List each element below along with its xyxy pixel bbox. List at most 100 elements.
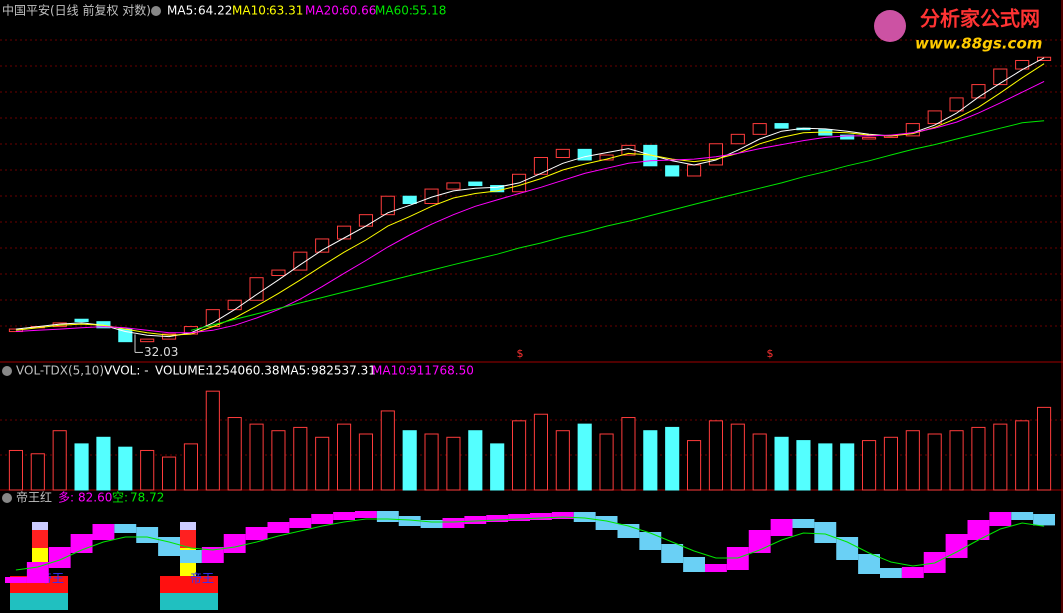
ma-line	[15, 80, 1045, 334]
candle	[227, 299, 242, 311]
step-block	[945, 534, 968, 558]
legend-name: MA20:	[305, 4, 343, 18]
step-block	[376, 511, 399, 522]
annotation: 帝王	[190, 571, 214, 586]
panel-title: 帝王红	[16, 490, 52, 505]
candle	[752, 123, 767, 135]
volume-bar	[140, 449, 155, 491]
candle	[577, 148, 592, 161]
step-block	[770, 519, 793, 536]
step-block	[1011, 512, 1034, 520]
step-block	[486, 515, 509, 522]
legend-value: 55.18	[412, 4, 446, 18]
step-block	[289, 518, 312, 528]
legend-name: MA5:	[280, 364, 310, 378]
volume-bar	[687, 440, 702, 491]
candle	[927, 110, 942, 125]
step-block	[92, 524, 115, 540]
candle	[271, 269, 286, 277]
volume-bar	[621, 417, 636, 491]
candle	[249, 277, 264, 301]
step-block	[1033, 514, 1055, 526]
volume-bar	[205, 390, 220, 491]
volume-bar	[162, 456, 177, 491]
candle	[140, 338, 155, 343]
volume-bar	[424, 433, 439, 491]
candle	[862, 136, 877, 140]
step-block	[530, 513, 552, 520]
step-block	[858, 554, 880, 574]
step-block	[464, 516, 487, 524]
step-block	[792, 519, 815, 528]
volume-bar	[380, 410, 395, 491]
volume-bar	[883, 436, 898, 491]
volume-bar	[402, 430, 417, 491]
candle	[424, 188, 439, 205]
candle	[840, 134, 855, 140]
volume-bar	[446, 436, 461, 491]
candle	[358, 214, 373, 227]
step-block	[508, 514, 530, 521]
step-block	[158, 537, 180, 556]
candle	[708, 143, 723, 166]
step-block	[311, 514, 334, 524]
volume-bar	[708, 420, 723, 491]
signal-line	[15, 516, 1045, 571]
volume-bar	[293, 426, 308, 491]
step-block	[639, 532, 662, 550]
logo-url: www.88gs.com	[915, 35, 1042, 53]
step-block	[836, 537, 859, 560]
step-block	[705, 564, 727, 572]
candle	[490, 185, 505, 193]
volume-bar	[555, 430, 570, 491]
step-block	[26, 562, 49, 583]
volume-bar	[949, 430, 964, 491]
logo-name: 分析家公式网	[920, 7, 1040, 31]
step-block	[245, 527, 268, 540]
volume-bar	[643, 430, 658, 491]
menu-icon[interactable]	[151, 6, 161, 16]
candle	[74, 318, 89, 323]
volume-bar	[52, 430, 67, 491]
step-block	[967, 520, 990, 540]
step-block	[573, 512, 596, 522]
candle	[1037, 56, 1052, 61]
volume-bar	[840, 443, 855, 491]
volume-bar	[512, 420, 527, 491]
legend-value: 64.22	[198, 4, 232, 18]
volume-bar	[818, 443, 833, 491]
candle	[533, 156, 548, 175]
candle	[446, 182, 461, 190]
step-block	[595, 516, 618, 530]
step-block	[114, 524, 137, 533]
candle	[118, 328, 133, 343]
candle	[949, 97, 964, 112]
step-block	[355, 511, 377, 518]
legend-value: 82.60	[78, 491, 112, 505]
ma-line	[15, 57, 1045, 338]
candle	[730, 133, 745, 145]
volume-bar	[862, 440, 877, 491]
volume-bar	[774, 436, 789, 491]
volume-bar	[183, 443, 198, 491]
volume-bar	[752, 433, 767, 491]
candle	[337, 225, 352, 240]
volume-bar	[74, 443, 89, 491]
volume-bar	[993, 423, 1008, 491]
menu-icon[interactable]	[2, 493, 12, 503]
volume-bar	[796, 440, 811, 491]
step-block	[48, 547, 71, 568]
step-block	[442, 518, 465, 528]
legend-name: VOLUME:	[155, 364, 209, 378]
volume-bar	[577, 423, 592, 491]
step-block	[683, 557, 705, 572]
step-block	[661, 544, 684, 563]
menu-icon[interactable]	[2, 366, 12, 376]
volume-bar	[337, 423, 352, 491]
legend-value: 78.72	[130, 491, 164, 505]
panel-title: VOL-TDX(5,10)	[16, 364, 104, 378]
volume-bar	[468, 430, 483, 491]
candle	[468, 181, 483, 187]
